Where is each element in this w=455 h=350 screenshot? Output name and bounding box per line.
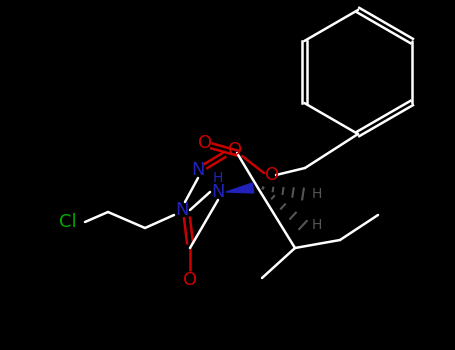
Text: O: O — [198, 134, 212, 152]
Text: Cl: Cl — [59, 213, 77, 231]
Text: H: H — [312, 187, 322, 201]
Text: N: N — [191, 161, 205, 179]
Text: O: O — [265, 166, 279, 184]
Text: N: N — [175, 201, 189, 219]
Text: H: H — [312, 218, 322, 232]
Text: H: H — [213, 171, 223, 185]
Polygon shape — [226, 183, 254, 193]
Text: O: O — [183, 271, 197, 289]
Text: N: N — [211, 183, 225, 201]
Text: O: O — [228, 141, 242, 159]
